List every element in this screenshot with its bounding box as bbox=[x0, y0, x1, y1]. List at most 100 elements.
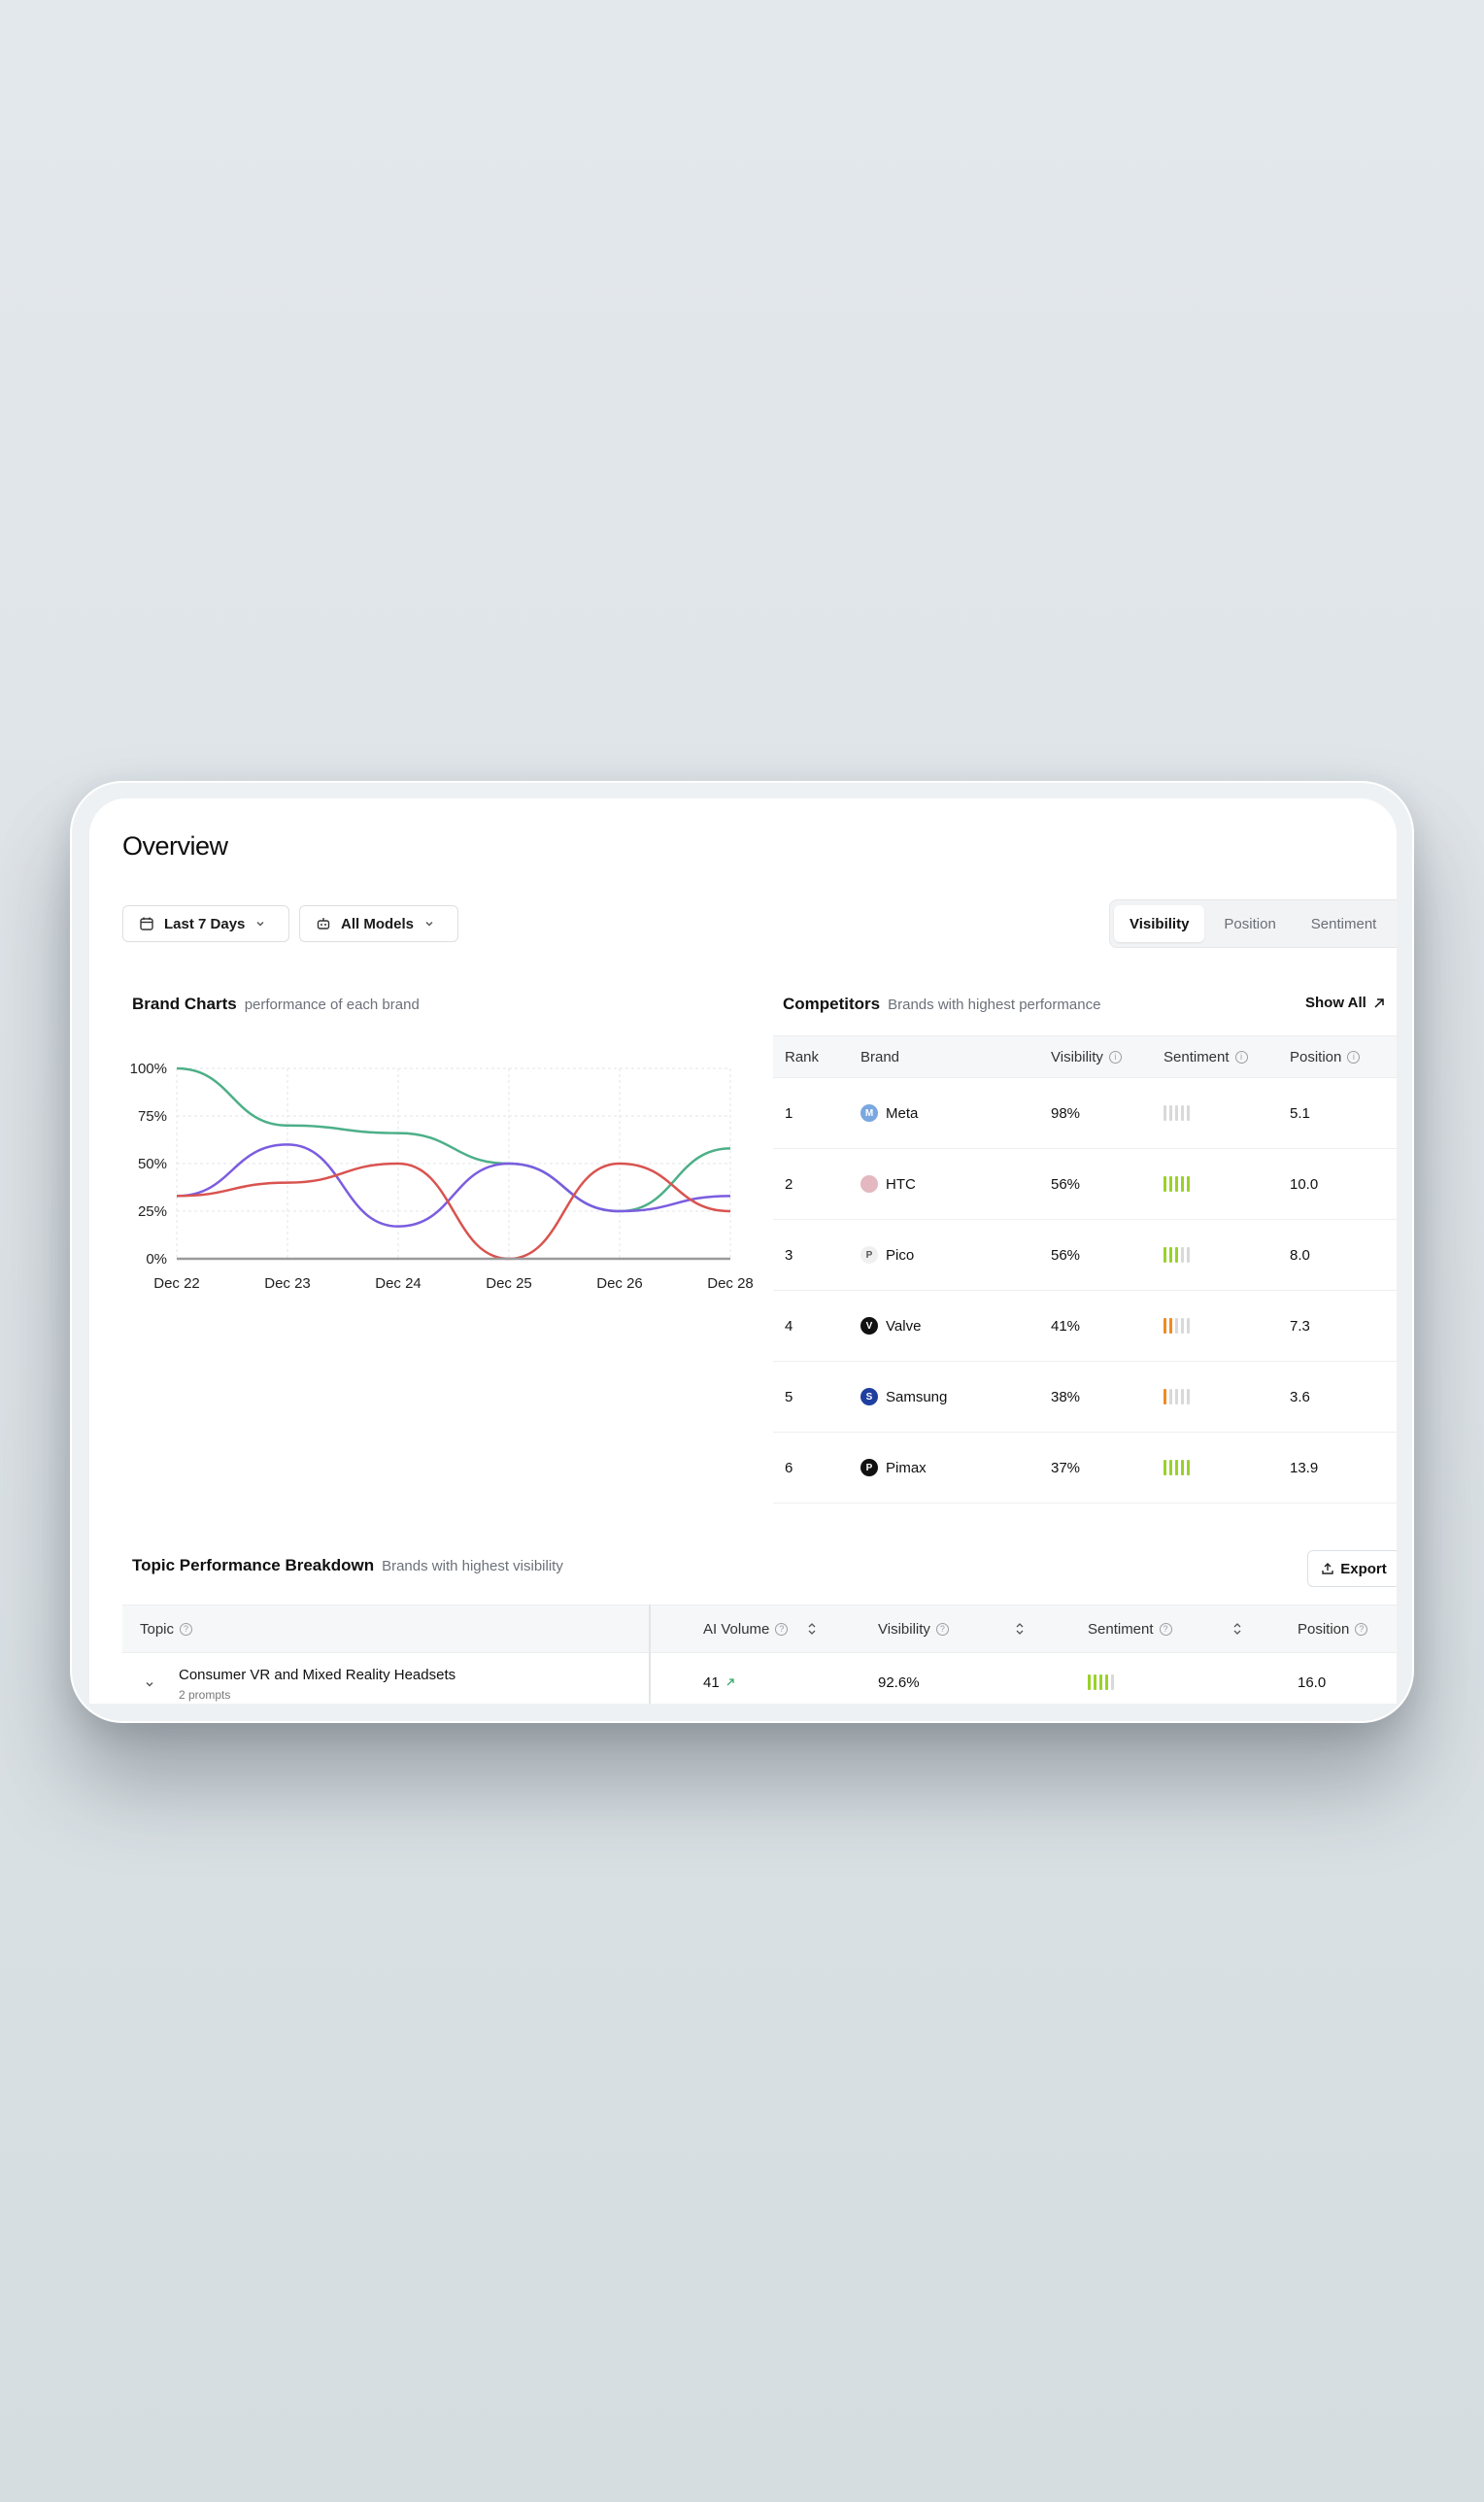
sentiment-bars bbox=[1164, 1318, 1190, 1334]
chevron-down-icon[interactable] bbox=[144, 1678, 155, 1690]
ai-volume-value: 41 bbox=[703, 1674, 720, 1691]
y-tick-label: 100% bbox=[130, 1061, 167, 1077]
header-topic[interactable]: Topic? bbox=[140, 1606, 193, 1652]
rank-cell: 1 bbox=[785, 1104, 793, 1122]
rank-cell: 4 bbox=[785, 1317, 793, 1335]
sentiment-bar bbox=[1175, 1460, 1178, 1475]
help-icon[interactable]: ? bbox=[1159, 1622, 1172, 1636]
export-button[interactable]: Export bbox=[1307, 1550, 1397, 1587]
tab-position[interactable]: Position bbox=[1224, 915, 1276, 932]
topic-position: 16.0 bbox=[1298, 1674, 1327, 1691]
sentiment-bar bbox=[1187, 1105, 1190, 1121]
header-position[interactable]: Position? bbox=[1298, 1606, 1368, 1652]
x-tick-label: Dec 24 bbox=[375, 1275, 422, 1292]
topic-breakdown-title: Topic Performance Breakdown bbox=[132, 1556, 375, 1574]
brand-cell: S Samsung bbox=[860, 1362, 947, 1432]
visibility-cell: 37% bbox=[1051, 1459, 1081, 1476]
y-tick-label: 25% bbox=[138, 1203, 167, 1220]
header-topic-sentiment-label: Sentiment bbox=[1088, 1620, 1154, 1638]
sentiment-bar bbox=[1181, 1176, 1184, 1192]
show-all-link[interactable]: Show All bbox=[1305, 995, 1386, 1011]
header-topic-visibility-label: Visibility bbox=[878, 1620, 930, 1638]
sentiment-bar bbox=[1175, 1176, 1178, 1192]
header-sentiment[interactable]: Sentiment? bbox=[1088, 1606, 1242, 1652]
sentiment-bars bbox=[1164, 1105, 1190, 1121]
sentiment-bar bbox=[1181, 1460, 1184, 1475]
models-dropdown[interactable]: All Models bbox=[299, 905, 458, 942]
sort-icon[interactable] bbox=[1232, 1622, 1242, 1636]
help-icon[interactable]: ? bbox=[1355, 1622, 1368, 1636]
rank-cell: 5 bbox=[785, 1388, 793, 1405]
sentiment-bar bbox=[1164, 1176, 1166, 1192]
header-visibility[interactable]: Visibility? bbox=[878, 1606, 1025, 1652]
series-line bbox=[176, 1066, 731, 1213]
brand-logo-icon: P bbox=[860, 1246, 878, 1264]
sentiment-bar bbox=[1169, 1460, 1172, 1475]
sentiment-bar bbox=[1105, 1674, 1108, 1690]
sentiment-bar bbox=[1187, 1460, 1190, 1475]
header-rank: Rank bbox=[785, 1048, 820, 1065]
competitors-table-header: Rank Brand Visibility i Sentiment i Positi… bbox=[773, 1035, 1397, 1078]
brand-logo-icon: V bbox=[860, 1317, 878, 1335]
sort-icon[interactable] bbox=[1015, 1622, 1025, 1636]
brand-charts-header: Brand Charts performance of each brand bbox=[132, 995, 420, 1014]
sentiment-cell bbox=[1164, 1291, 1190, 1361]
rank-cell: 3 bbox=[785, 1246, 793, 1264]
header-sentiment[interactable]: Sentiment i bbox=[1164, 1036, 1248, 1077]
sentiment-bar bbox=[1169, 1247, 1172, 1263]
brand-cell: M Meta bbox=[860, 1078, 918, 1148]
sort-icon[interactable] bbox=[807, 1622, 817, 1636]
brand-name: Valve bbox=[886, 1317, 922, 1335]
sentiment-bar bbox=[1169, 1176, 1172, 1192]
models-label: All Models bbox=[341, 915, 415, 932]
table-row[interactable]: 2 HTC 56% 10.0 bbox=[773, 1149, 1397, 1220]
table-row[interactable]: 5 S Samsung 38% 3.6 bbox=[773, 1362, 1397, 1433]
x-tick-label: Dec 22 bbox=[153, 1275, 200, 1292]
date-range-dropdown[interactable]: Last 7 Days bbox=[122, 905, 289, 942]
trend-up-icon bbox=[726, 1678, 734, 1686]
topic-breakdown-subtitle: Brands with highest visibility bbox=[382, 1558, 563, 1574]
info-icon[interactable]: i bbox=[1347, 1050, 1361, 1064]
table-row[interactable]: 6 P Pimax 37% 13.9 bbox=[773, 1433, 1397, 1504]
upload-icon bbox=[1322, 1563, 1333, 1574]
visibility-cell: 41% bbox=[1051, 1317, 1081, 1335]
topic-table-header: Topic? AI Volume? Visibility? Sentiment?… bbox=[122, 1605, 1397, 1653]
export-label: Export bbox=[1340, 1560, 1387, 1577]
sentiment-bar bbox=[1181, 1318, 1184, 1334]
info-icon[interactable]: i bbox=[1108, 1050, 1122, 1064]
topic-visibility: 92.6% bbox=[878, 1674, 920, 1691]
arrow-up-right-icon bbox=[1374, 997, 1384, 1008]
brand-logo-icon: S bbox=[860, 1388, 878, 1405]
sentiment-bar bbox=[1169, 1318, 1172, 1334]
tab-sentiment[interactable]: Sentiment bbox=[1310, 915, 1377, 932]
visibility-cell: 56% bbox=[1051, 1246, 1081, 1264]
competitors-title: Competitors bbox=[783, 995, 881, 1013]
header-sentiment-label: Sentiment bbox=[1164, 1048, 1230, 1065]
help-icon[interactable]: ? bbox=[180, 1622, 193, 1636]
help-icon[interactable]: ? bbox=[775, 1622, 789, 1636]
sentiment-bar bbox=[1181, 1389, 1184, 1404]
sentiment-bars bbox=[1164, 1176, 1190, 1192]
help-icon[interactable]: ? bbox=[935, 1622, 949, 1636]
sentiment-bars bbox=[1088, 1674, 1114, 1690]
table-row[interactable]: 1 M Meta 98% 5.1 bbox=[773, 1078, 1397, 1149]
date-range-label: Last 7 Days bbox=[164, 915, 246, 932]
table-row[interactable]: 4 V Valve 41% 7.3 bbox=[773, 1291, 1397, 1362]
sentiment-bar bbox=[1175, 1318, 1178, 1334]
header-ai-volume[interactable]: AI Volume? bbox=[703, 1606, 817, 1652]
brand-logo-icon bbox=[860, 1175, 878, 1193]
brand-name: Samsung bbox=[886, 1388, 948, 1405]
x-tick-label: Dec 28 bbox=[707, 1275, 754, 1292]
header-topic-position-label: Position bbox=[1298, 1620, 1350, 1638]
topic-row[interactable]: Consumer VR and Mixed Reality Headsets 2… bbox=[122, 1653, 1397, 1704]
header-position[interactable]: Position i bbox=[1290, 1036, 1361, 1077]
tab-visibility[interactable]: Visibility bbox=[1114, 905, 1205, 942]
info-icon[interactable]: i bbox=[1234, 1050, 1248, 1064]
table-row[interactable]: 3 P Pico 56% 8.0 bbox=[773, 1220, 1397, 1291]
x-tick-label: Dec 26 bbox=[596, 1275, 643, 1292]
sentiment-cell bbox=[1164, 1362, 1190, 1432]
header-visibility[interactable]: Visibility i bbox=[1051, 1036, 1122, 1077]
position-cell: 3.6 bbox=[1290, 1388, 1310, 1405]
sentiment-bar bbox=[1164, 1105, 1166, 1121]
metric-segmented-control: Visibility Position Sentiment bbox=[1109, 899, 1397, 948]
